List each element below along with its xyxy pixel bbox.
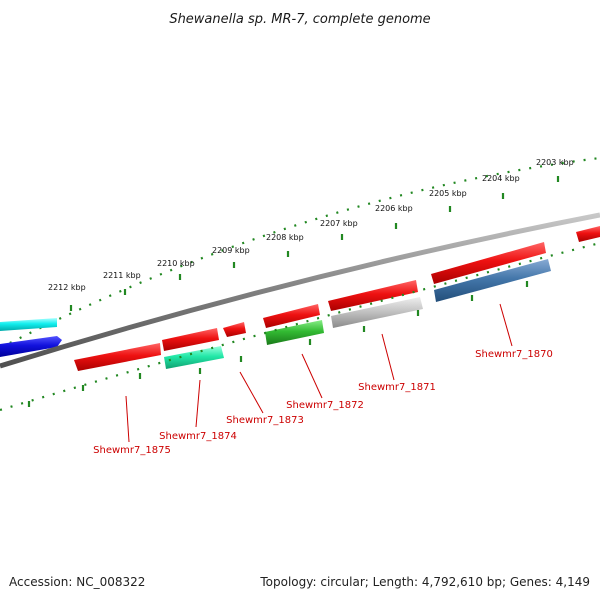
leader-line <box>195 379 201 428</box>
leader-lines <box>125 303 513 443</box>
gene-feature-teal[interactable] <box>164 346 224 369</box>
scale-label: 2204 kbp <box>482 174 520 183</box>
scale-label: 2206 kbp <box>375 204 413 213</box>
gene-label[interactable]: Shewmr7_1872 <box>286 400 364 411</box>
inner-major-ticks <box>27 281 529 407</box>
scale-label: 2207 kbp <box>320 219 358 228</box>
gene-label[interactable]: Shewmr7_1875 <box>93 445 171 456</box>
gene-feature-gray[interactable] <box>331 297 423 328</box>
scale-label: 2210 kbp <box>157 259 195 268</box>
gene-feature-red[interactable] <box>162 328 219 351</box>
scale-label: 2203 kbp <box>536 158 574 167</box>
outer-major-ticks <box>69 176 560 311</box>
leader-line <box>301 353 323 399</box>
gene-feature-red[interactable] <box>74 343 161 371</box>
gene-labels: Shewmr7_1875 Shewmr7_1874 Shewmr7_1873 S… <box>93 349 553 456</box>
map-title: Shewanella sp. MR-7, complete genome <box>169 12 430 27</box>
scale-label: 2209 kbp <box>212 246 250 255</box>
scale-label: 2205 kbp <box>429 189 467 198</box>
genome-summary-text: Topology: circular; Length: 4,792,610 bp… <box>259 575 590 589</box>
gene-label[interactable]: Shewmr7_1874 <box>159 431 237 442</box>
leader-line <box>125 395 130 443</box>
gene-feature-red[interactable] <box>328 280 418 311</box>
gene-feature-green[interactable] <box>265 320 324 345</box>
genome-backbone <box>0 212 600 369</box>
scale-label: 2211 kbp <box>103 271 141 280</box>
gene-feature-red[interactable] <box>576 226 600 242</box>
outer-strand-features <box>0 226 600 371</box>
leader-line <box>499 303 513 347</box>
gene-label[interactable]: Shewmr7_1873 <box>226 415 304 426</box>
gene-label[interactable]: Shewmr7_1871 <box>358 382 436 393</box>
gene-label[interactable]: Shewmr7_1870 <box>475 349 553 360</box>
leader-line <box>381 333 395 381</box>
scale-label: 2212 kbp <box>48 283 86 292</box>
leader-line <box>239 371 264 414</box>
gene-feature-cyan[interactable] <box>0 318 57 331</box>
inner-strand-features <box>164 259 551 369</box>
scale-label: 2208 kbp <box>266 233 304 242</box>
gene-feature-steel-blue[interactable] <box>434 259 551 302</box>
gene-feature-red[interactable] <box>263 304 320 328</box>
gene-feature-red[interactable] <box>431 242 546 284</box>
scale-labels: 2212 kbp 2211 kbp 2210 kbp 2209 kbp 2208… <box>48 158 574 292</box>
gene-feature-red[interactable] <box>223 322 246 337</box>
accession-text: Accession: NC_008322 <box>9 575 145 589</box>
gene-feature-blue[interactable] <box>0 336 62 357</box>
